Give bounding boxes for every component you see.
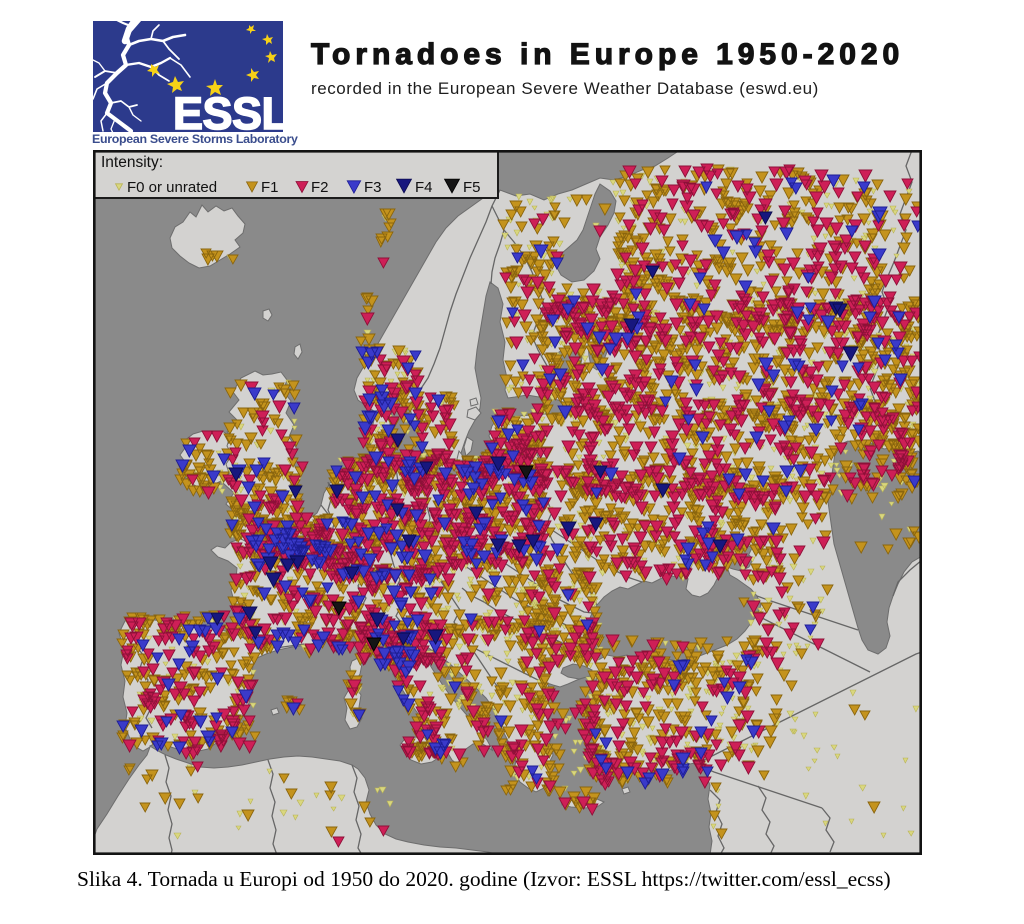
svg-text:F1: F1 xyxy=(261,179,279,196)
svg-text:F2: F2 xyxy=(311,179,329,196)
svg-text:F3: F3 xyxy=(364,179,382,196)
svg-text:F5: F5 xyxy=(463,179,481,196)
svg-text:F4: F4 xyxy=(415,179,433,196)
svg-text:F0 or unrated: F0 or unrated xyxy=(127,179,217,196)
svg-text:Intensity:: Intensity: xyxy=(101,154,163,171)
svg-text:ESSL: ESSL xyxy=(173,88,283,132)
